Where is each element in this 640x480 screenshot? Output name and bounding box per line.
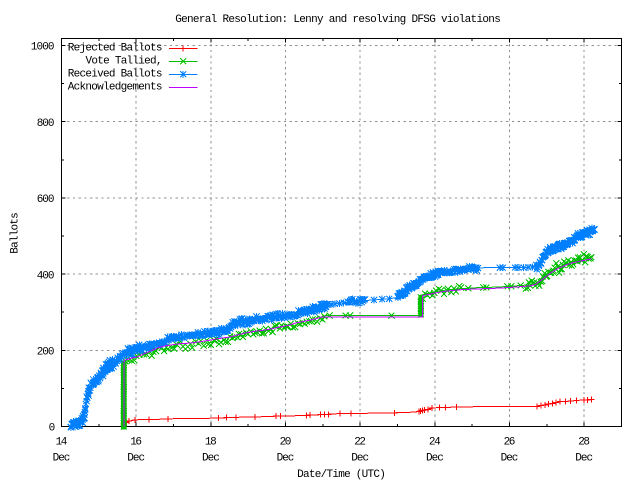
svg-text:Dec: Dec [575, 453, 593, 465]
svg-text:Ballots: Ballots [10, 212, 22, 253]
svg-text:Dec: Dec [351, 453, 369, 465]
svg-text:Dec: Dec [202, 453, 220, 465]
svg-text:Vote Tallied,: Vote Tallied, [86, 56, 163, 68]
svg-text:18: 18 [205, 437, 217, 449]
svg-text:800: 800 [37, 118, 55, 130]
svg-text:Acknowledgements: Acknowledgements [68, 82, 163, 94]
svg-text:24: 24 [429, 437, 441, 449]
svg-text:28: 28 [578, 437, 590, 449]
svg-text:600: 600 [37, 194, 55, 206]
svg-text:Date/Time (UTC): Date/Time (UTC) [297, 469, 386, 480]
svg-text:16: 16 [130, 437, 142, 449]
svg-text:Dec: Dec [277, 453, 295, 465]
svg-text:General Resolution: Lenny and: General Resolution: Lenny and resolving … [175, 14, 501, 26]
svg-text:0: 0 [49, 423, 56, 435]
svg-text:22: 22 [354, 437, 366, 449]
svg-text:Dec: Dec [53, 453, 71, 465]
svg-text:Dec: Dec [127, 453, 145, 465]
svg-text:Dec: Dec [501, 453, 519, 465]
svg-text:1000: 1000 [31, 42, 55, 54]
svg-text:20: 20 [280, 437, 292, 449]
svg-text:Received Ballots: Received Ballots [68, 69, 163, 81]
svg-text:26: 26 [504, 437, 516, 449]
svg-text:400: 400 [37, 270, 55, 282]
svg-text:14: 14 [56, 437, 68, 449]
svg-text:Rejected Ballots: Rejected Ballots [68, 43, 163, 55]
svg-text:200: 200 [37, 347, 55, 359]
svg-text:Dec: Dec [426, 453, 444, 465]
